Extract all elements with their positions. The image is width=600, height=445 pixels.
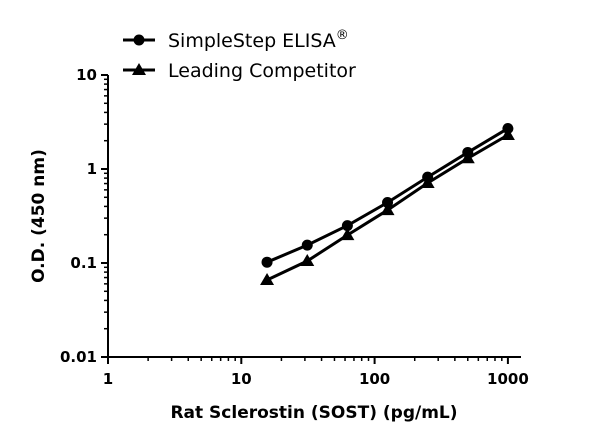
- axes: 1 10 100 1000 0.01 0.1 1 10: [60, 66, 529, 388]
- y-tick-label: 0.1: [70, 254, 97, 272]
- x-axis-label: Rat Sclerostin (SOST) (pg/mL): [170, 403, 457, 423]
- data-point-triangle: [500, 127, 515, 140]
- data-point-circle: [301, 239, 313, 251]
- data-point-circle: [341, 220, 353, 232]
- legend-label-series-2: Leading Competitor: [168, 60, 356, 82]
- y-axis-label: O.D. (450 nm): [29, 149, 49, 283]
- data-point-triangle: [380, 203, 395, 216]
- plot-area: [260, 122, 515, 285]
- x-tick-label: 100: [359, 370, 390, 388]
- legend-label-series-1: SimpleStep ELISA®: [168, 28, 349, 52]
- legend-marker-circle: [133, 34, 145, 46]
- data-point-triangle: [420, 175, 435, 188]
- data-point-triangle: [340, 228, 355, 241]
- data-point-triangle: [460, 151, 475, 164]
- data-point-circle: [261, 256, 273, 268]
- data-point-triangle: [300, 254, 315, 267]
- legend: SimpleStep ELISA® Leading Competitor: [123, 28, 356, 82]
- legend-marker-triangle: [132, 63, 146, 75]
- y-tick-label: 10: [76, 66, 97, 84]
- x-tick-label: 1: [103, 370, 113, 388]
- y-tick-label: 1: [87, 160, 97, 178]
- data-point-circle: [382, 197, 394, 209]
- x-tick-label: 1000: [487, 370, 529, 388]
- data-point-triangle: [260, 272, 275, 285]
- x-tick-label: 10: [231, 370, 252, 388]
- y-tick-label: 0.01: [60, 348, 97, 366]
